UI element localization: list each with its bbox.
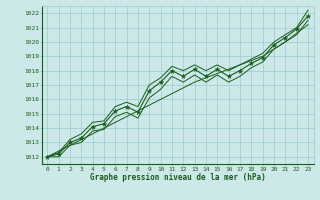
X-axis label: Graphe pression niveau de la mer (hPa): Graphe pression niveau de la mer (hPa) <box>90 173 266 182</box>
